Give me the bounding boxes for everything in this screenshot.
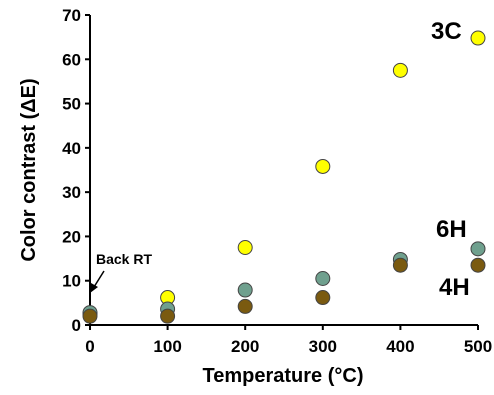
point-4h-500 xyxy=(470,257,486,273)
point-3c-500 xyxy=(470,30,486,46)
point-6h-200 xyxy=(237,282,253,298)
x-axis-ticks: 0 100 200 300 400 500 xyxy=(85,325,492,356)
point-3c-200 xyxy=(237,240,253,255)
y-axis-title: Color contrast (ΔE) xyxy=(18,78,40,261)
x-tick-label-0: 0 xyxy=(85,337,94,356)
y-tick-label-10: 10 xyxy=(62,272,81,291)
y-tick-label-30: 30 xyxy=(62,183,81,202)
y-tick-label-50: 50 xyxy=(62,95,81,114)
point-4h-400 xyxy=(392,257,408,273)
x-tick-label-500: 500 xyxy=(464,337,492,356)
x-tick-label-300: 300 xyxy=(309,337,337,356)
point-3c-400 xyxy=(392,62,408,78)
y-tick-label-70: 70 xyxy=(62,6,81,25)
back-rt-label: Back RT xyxy=(96,251,152,267)
data-points xyxy=(82,30,486,324)
point-4h-100 xyxy=(160,308,176,324)
y-axis-ticks: 0 10 20 30 40 50 60 70 xyxy=(62,6,90,335)
series-label-4h: 4H xyxy=(439,274,470,301)
y-tick-label-20: 20 xyxy=(62,227,81,246)
point-4h-0 xyxy=(82,308,98,324)
y-tick-label-40: 40 xyxy=(62,139,81,158)
point-3c-300 xyxy=(315,158,331,174)
x-tick-label-200: 200 xyxy=(231,337,259,356)
point-4h-200 xyxy=(237,298,253,314)
back-rt-annotation: Back RT xyxy=(90,251,152,293)
series-label-3c: 3C xyxy=(431,18,462,45)
axes xyxy=(89,15,478,326)
point-6h-300 xyxy=(315,271,331,286)
back-rt-arrow-shaft xyxy=(93,270,105,288)
series-label-6h: 6H xyxy=(436,216,467,243)
point-4h-300 xyxy=(315,290,331,306)
back-rt-arrow-head xyxy=(90,283,98,293)
x-axis-title: Temperature (°C) xyxy=(203,365,364,387)
point-6h-500 xyxy=(470,241,486,257)
y-tick-label-0: 0 xyxy=(72,316,81,335)
x-tick-label-400: 400 xyxy=(386,337,414,356)
y-tick-label-60: 60 xyxy=(62,50,81,69)
x-tick-label-100: 100 xyxy=(153,337,181,356)
